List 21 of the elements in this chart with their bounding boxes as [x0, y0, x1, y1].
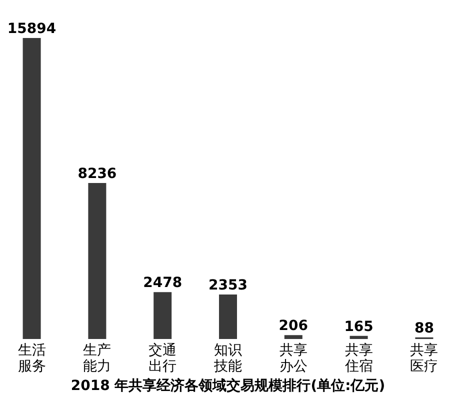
x-tick-label: 生活服务 [18, 342, 46, 374]
bar [154, 292, 172, 339]
data-label: 15894 [7, 21, 56, 37]
bar [350, 336, 368, 339]
bar [219, 294, 237, 339]
x-tick-label: 共享住宿 [344, 342, 373, 374]
data-label: 206 [278, 318, 308, 334]
x-tick-label: 知识技能 [213, 342, 242, 374]
data-label: 2353 [208, 277, 248, 294]
x-tick-label: 交通出行 [148, 342, 177, 374]
data-label: 88 [414, 320, 434, 336]
bar [22, 38, 41, 339]
data-label: 165 [344, 318, 374, 335]
x-tick-label: 生产能力 [83, 342, 112, 374]
x-tick-label: 共享医疗 [410, 342, 438, 374]
bar [88, 183, 106, 339]
data-label: 2478 [143, 275, 182, 292]
data-label: 8236 [78, 166, 117, 182]
x-tick-label: 共享办公 [279, 342, 308, 374]
text: 2018 年共享经济各领域交易规模排行(单位:亿元) [70, 377, 386, 394]
bar [284, 335, 302, 339]
